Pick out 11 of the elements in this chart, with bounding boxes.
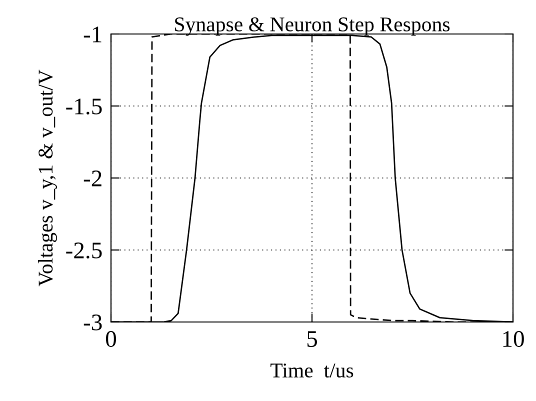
x-tick-label: 10 bbox=[503, 331, 524, 347]
x-tick-label: 0 bbox=[106, 331, 116, 347]
y-tick-label: -1 bbox=[84, 26, 102, 42]
y-tick-label: -3 bbox=[84, 314, 102, 330]
y-tick-label: -1.5 bbox=[66, 98, 102, 115]
y-tick-label: -2.5 bbox=[66, 242, 102, 259]
y-tick-label: -2 bbox=[84, 170, 102, 186]
y-axis-title: Voltages v_y,1 & v_out/V bbox=[38, 70, 57, 286]
chart-title: Synapse & Neuron Step Respons bbox=[175, 17, 450, 36]
x-tick-label: 5 bbox=[307, 331, 317, 347]
x-axis-title: Time t/us bbox=[270, 364, 354, 378]
